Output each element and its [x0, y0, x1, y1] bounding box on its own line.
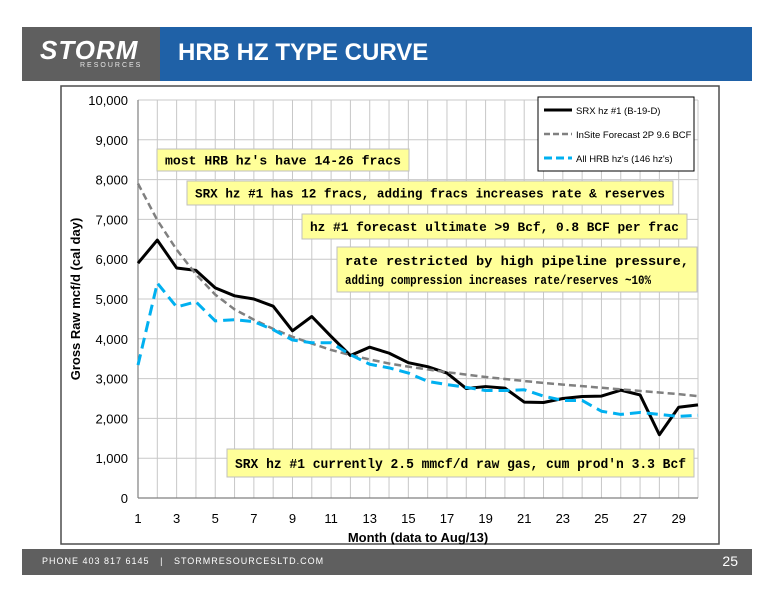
y-tick-label: 2,000 — [95, 411, 128, 426]
x-axis-title: Month (data to Aug/13) — [348, 530, 488, 545]
footer-separator: | — [160, 556, 164, 566]
y-tick-label: 9,000 — [95, 133, 128, 148]
x-tick-label: 15 — [401, 511, 415, 526]
logo-subtext: RESOURCES — [80, 62, 143, 69]
x-tick-label: 17 — [440, 511, 454, 526]
footer-website[interactable]: STORMRESOURCESLTD.COM — [173, 556, 325, 566]
x-tick-label: 23 — [556, 511, 570, 526]
y-tick-label: 4,000 — [95, 332, 128, 347]
x-tick-label: 13 — [362, 511, 376, 526]
y-tick-label: 1,000 — [95, 451, 128, 466]
y-tick-label: 8,000 — [95, 173, 128, 188]
series-insite-forecast-line — [136, 182, 699, 398]
x-tick-label: 11 — [324, 511, 338, 526]
legend-label: SRX hz #1 (B-19-D) — [576, 106, 660, 117]
x-tick-label: 7 — [250, 511, 257, 526]
x-tick-label: 9 — [289, 511, 296, 526]
page-number: 25 — [722, 553, 738, 569]
x-tick-label: 27 — [633, 511, 647, 526]
series-all-hrb-hz-line — [136, 281, 699, 418]
footer-contact: PHONE 403 817 6145 | STORMRESOURCESLTD.C… — [42, 556, 324, 566]
x-tick-label: 19 — [478, 511, 492, 526]
y-tick-label: 7,000 — [95, 212, 128, 227]
x-tick-label: 29 — [671, 511, 685, 526]
slide-footer: PHONE 403 817 6145 | STORMRESOURCESLTD.C… — [22, 549, 752, 575]
annotation-text: SRX hz #1 currently 2.5 mmcf/d raw gas, … — [235, 457, 686, 473]
series-srx-hz1-line — [136, 238, 699, 437]
annotation-text: rate restricted by high pipeline pressur… — [345, 254, 689, 288]
x-tick-label: 5 — [212, 511, 219, 526]
footer-phone: PHONE 403 817 6145 — [42, 556, 150, 566]
y-tick-label: 0 — [121, 491, 128, 506]
annotation-box — [156, 148, 410, 172]
type-curve-chart: 0 1,000 2,000 3,000 4,000 5,000 6,000 7,000 8,00… — [60, 85, 720, 545]
annotation-text: most HRB hz's have 14-26 fracs — [165, 154, 401, 169]
y-tick-label: 3,000 — [95, 372, 128, 387]
y-tick-label: 5,000 — [95, 292, 128, 307]
annotation-text: hz #1 forecast ultimate >9 Bcf, 0.8 BCF … — [310, 220, 679, 235]
annotation-box — [301, 213, 688, 240]
x-tick-label: 25 — [594, 511, 608, 526]
company-logo: STORM RESOURCES — [22, 27, 160, 81]
y-tick-label: 6,000 — [95, 252, 128, 267]
annotation-box — [336, 246, 698, 293]
x-tick-label: 21 — [517, 511, 531, 526]
legend-label: InSite Forecast 2P 9.6 BCF — [576, 130, 692, 141]
y-tick-label: 10,000 — [88, 93, 128, 108]
x-tick-label: 3 — [173, 511, 180, 526]
annotation-box — [186, 180, 674, 206]
x-tick-label: 1 — [134, 511, 141, 526]
logo-text: STORM — [40, 35, 139, 65]
slide-header: STORM RESOURCES HRB HZ TYPE CURVE — [22, 27, 752, 81]
annotation-box — [226, 448, 695, 478]
annotation-text: SRX hz #1 has 12 fracs, adding fracs inc… — [195, 187, 665, 202]
slide-title: HRB HZ TYPE CURVE — [178, 39, 429, 66]
chart-frame: 0 1,000 2,000 3,000 4,000 5,000 6,000 7,000 8,00… — [60, 85, 720, 545]
y-axis-title: Gross Raw mcf/d (cal day) — [68, 218, 83, 381]
legend-label: All HRB hz's (146 hz's) — [576, 154, 673, 165]
